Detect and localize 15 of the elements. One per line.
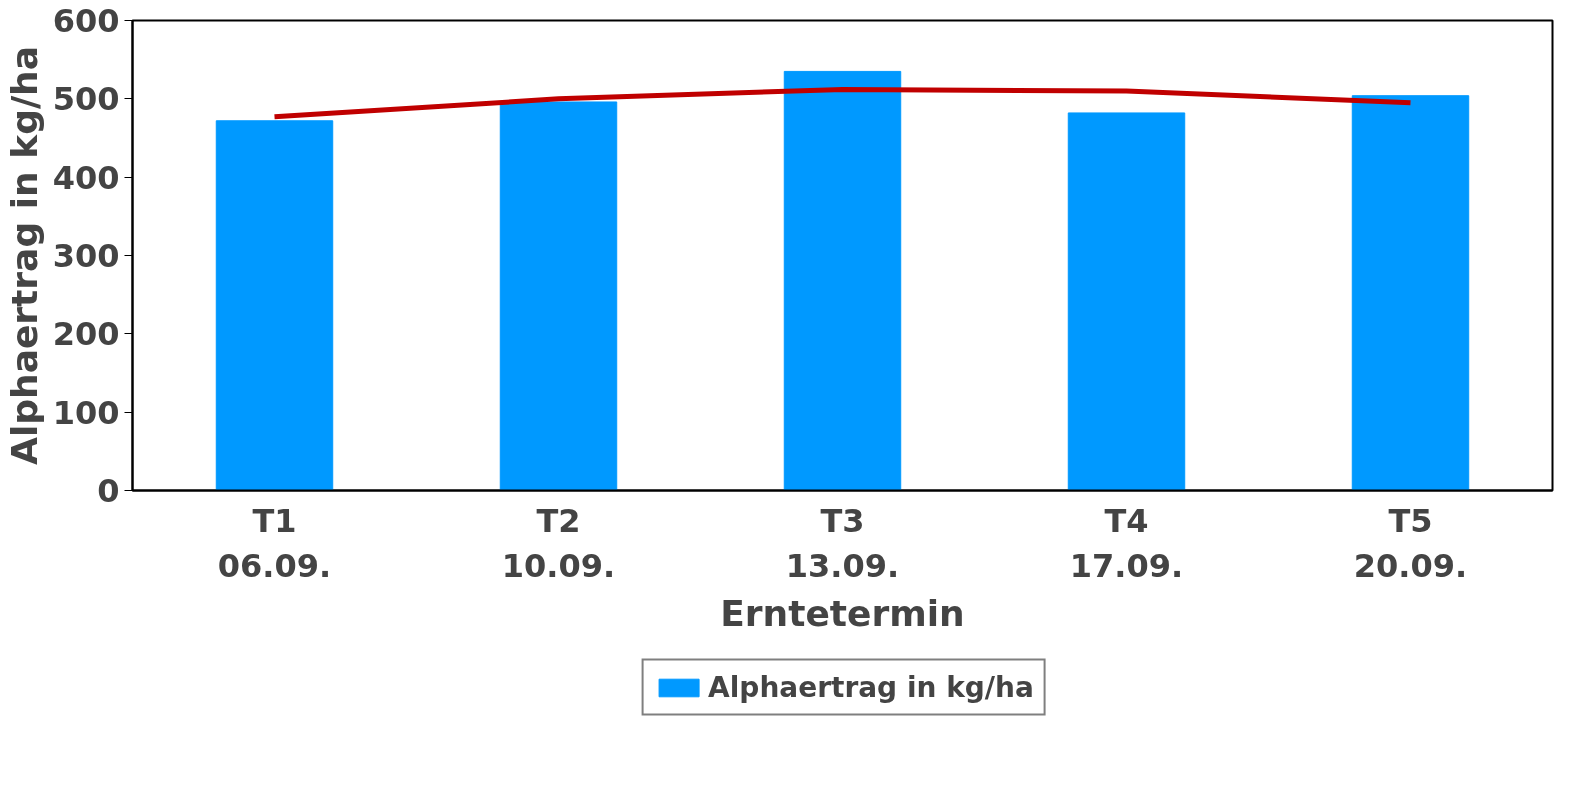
x-tick-label: T5 20.09. bbox=[1353, 501, 1468, 586]
y-axis-title: Alphaertrag in kg/ha bbox=[3, 46, 45, 465]
y-tick-label: 200 bbox=[52, 315, 120, 354]
x-tick-label: T3 13.09. bbox=[785, 501, 900, 586]
x-axis-title: Erntetermin bbox=[720, 593, 965, 635]
y-tick-label: 0 bbox=[97, 472, 120, 510]
x-tick-label: T4 17.09. bbox=[1069, 501, 1184, 586]
y-tick-label: 500 bbox=[52, 80, 120, 119]
x-tick-label: T2 10.09. bbox=[501, 501, 616, 586]
legend-label: Alphaertrag in kg/ha bbox=[708, 670, 1034, 704]
y-tick-label: 600 bbox=[52, 2, 120, 40]
y-tick-label: 400 bbox=[52, 158, 120, 197]
x-tick-label: T1 06.09. bbox=[217, 501, 332, 586]
y-tick-label: 100 bbox=[52, 393, 120, 432]
y-tick-label: 300 bbox=[52, 237, 120, 275]
